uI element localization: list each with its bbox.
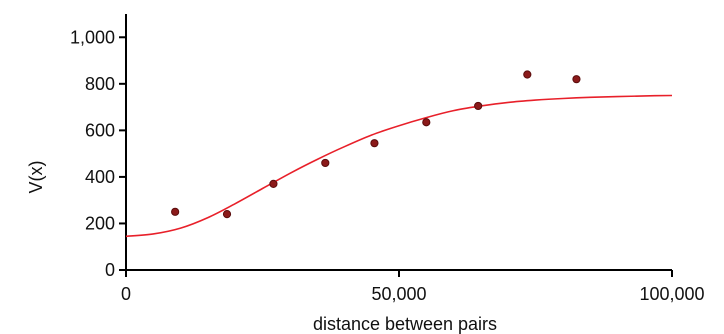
data-point [422,118,431,127]
data-point [370,139,379,148]
data-point [171,207,180,216]
y-tick-label: 400 [85,167,115,187]
x-axis-title: distance between pairs [313,314,497,334]
y-tick-label: 0 [105,260,115,280]
data-point [523,70,532,79]
data-point [222,210,232,219]
axes [125,14,672,271]
y-tick-label: 600 [85,120,115,140]
x-tick-label: 100,000 [639,284,704,304]
y-tick-label: 800 [85,74,115,94]
data-point [474,101,483,111]
ticks: 0 200 400 600 800 1,000 0 50,000 100,000 [70,27,705,304]
y-tick-label: 200 [85,213,115,233]
fitted-curve [125,94,673,238]
y-axis-title: V(x) [26,161,46,194]
series-lines [125,94,673,238]
data-points [171,70,581,219]
data-point [321,158,330,168]
y-tick-label: 1,000 [70,27,115,47]
data-point [572,75,581,84]
x-tick-label: 50,000 [371,284,426,304]
data-point [269,179,278,188]
x-tick-label: 0 [121,284,131,304]
